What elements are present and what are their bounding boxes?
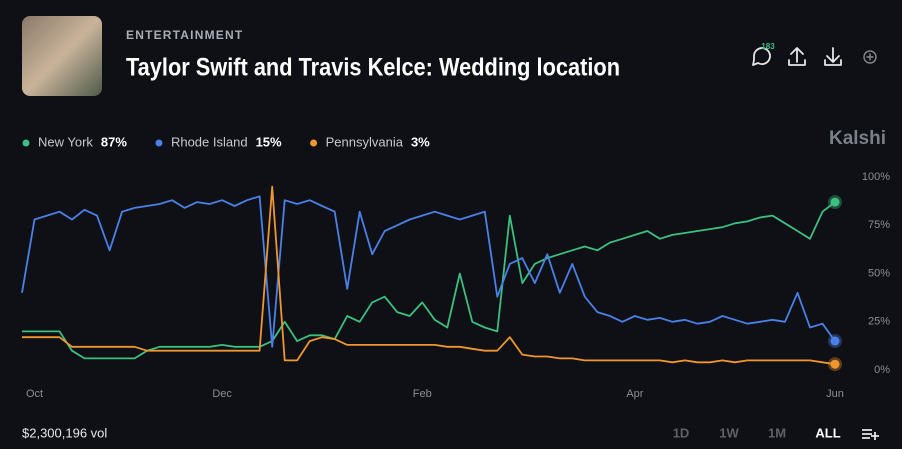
range-button[interactable]: 1M xyxy=(768,425,786,440)
title: Taylor Swift and Travis Kelce: Wedding l… xyxy=(126,54,620,82)
x-tick-label: Oct xyxy=(26,388,43,400)
legend-name: New York xyxy=(38,134,93,149)
legend-dot xyxy=(310,139,318,147)
legend-dot xyxy=(22,139,30,147)
legend-value: 15% xyxy=(256,134,282,149)
range-buttons: 1D 1W 1M ALL xyxy=(673,425,841,440)
end-dot xyxy=(830,359,840,369)
volume: $2,300,196 vol xyxy=(22,425,107,440)
x-tick-label: Dec xyxy=(212,388,232,400)
range-button[interactable]: ALL xyxy=(815,425,840,440)
series-line xyxy=(21,195,836,348)
category: ENTERTAINMENT xyxy=(126,28,243,42)
x-tick-label: Apr xyxy=(626,388,643,400)
thumbnail xyxy=(22,16,102,96)
comment-icon[interactable] xyxy=(752,47,771,66)
legend-value: 3% xyxy=(411,134,430,149)
x-tick-label: Feb xyxy=(413,388,432,400)
range-button[interactable]: 1W xyxy=(719,425,739,440)
y-tick-label: 25% xyxy=(868,316,890,328)
download-icon[interactable] xyxy=(824,47,842,66)
legend-value: 87% xyxy=(101,134,127,149)
range-button[interactable]: 1D xyxy=(673,425,690,440)
legend-dot xyxy=(155,139,163,147)
list-icon[interactable] xyxy=(862,429,879,440)
y-tick-label: 50% xyxy=(868,267,890,279)
series-line xyxy=(22,201,836,360)
legend-name: Pennsylvania xyxy=(326,134,404,149)
comment-count: 183 xyxy=(761,42,775,51)
end-dot xyxy=(830,336,840,346)
x-tick-label: Jun xyxy=(826,388,844,400)
series-line xyxy=(22,185,836,366)
end-dot xyxy=(830,197,840,207)
add-icon[interactable] xyxy=(863,50,877,64)
plot: 0% 25% 50% 75% 100% Oct Dec Feb Apr Jun xyxy=(21,171,890,400)
y-tick-label: 0% xyxy=(874,364,890,376)
legend: New York 87% Rhode Island 15% Pennsylvania 3% xyxy=(22,134,430,149)
legend-name: Rhode Island xyxy=(171,134,248,149)
brand: Kalshi xyxy=(829,128,886,149)
y-tick-label: 100% xyxy=(862,171,890,183)
y-tick-label: 75% xyxy=(868,219,890,231)
add-icon-plus xyxy=(866,53,874,61)
share-icon[interactable] xyxy=(788,47,806,66)
